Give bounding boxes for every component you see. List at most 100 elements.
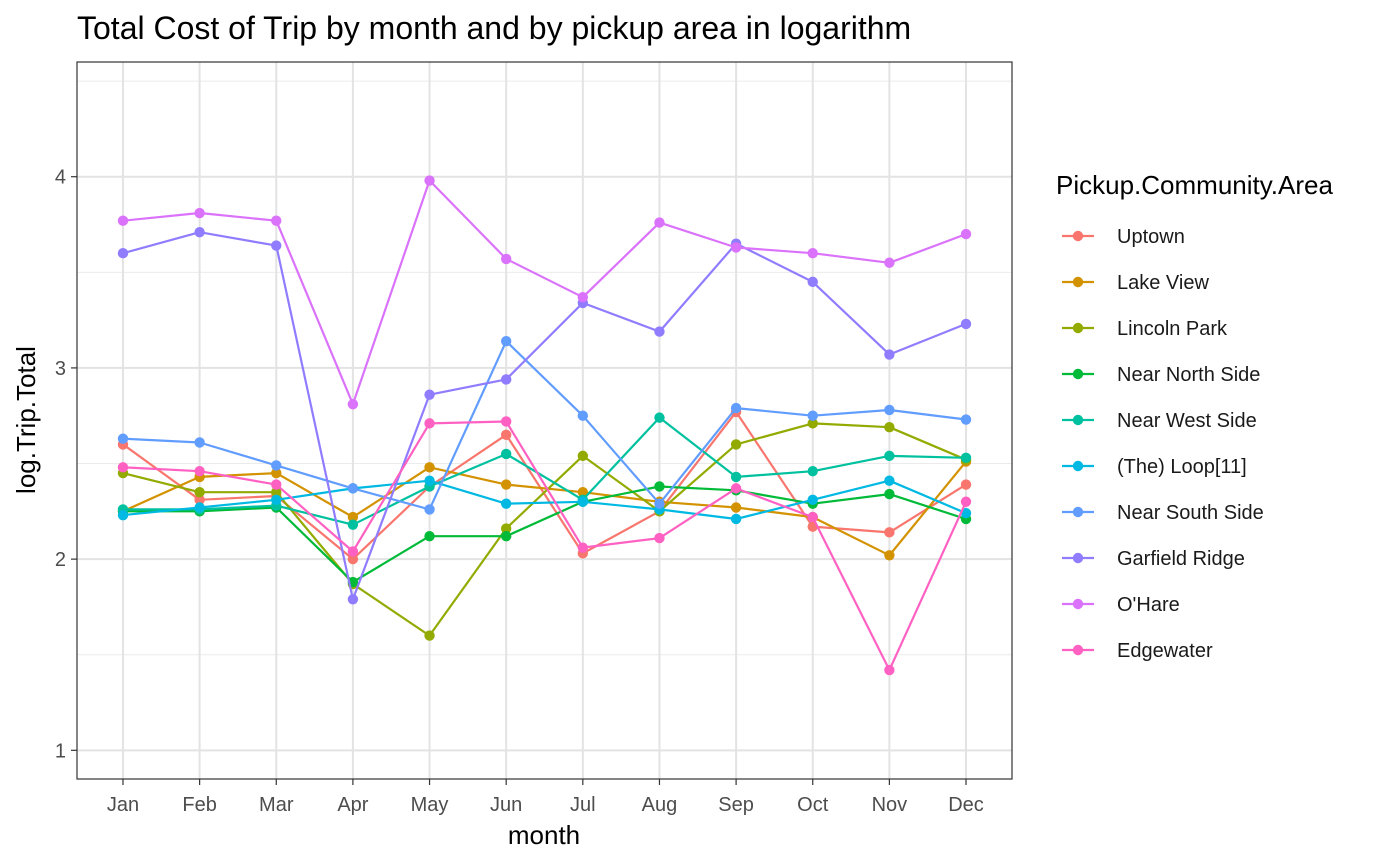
legend-label: Lincoln Park [1117, 318, 1228, 340]
data-point [654, 412, 665, 423]
series-line [122, 460, 967, 557]
series-edgewater [117, 416, 972, 676]
legend-item: Near South Side [1062, 502, 1264, 524]
legend-label: Edgewater [1117, 640, 1213, 662]
data-point [424, 389, 435, 400]
legend-key-point [1072, 644, 1084, 656]
legend-key-point [1072, 598, 1084, 610]
x-tick-label: Aug [642, 794, 678, 816]
x-tick-label: Feb [182, 794, 216, 816]
data-point [577, 450, 589, 462]
legend-item: Garfield Ridge [1062, 548, 1245, 570]
data-point [807, 248, 818, 259]
data-point [960, 496, 972, 507]
plot-border [76, 61, 1013, 780]
data-point [500, 523, 512, 534]
legend-item: Lincoln Park [1062, 318, 1228, 340]
series-line [122, 179, 967, 406]
x-tick-label: Dec [948, 794, 984, 816]
data-point [807, 276, 818, 288]
data-point [807, 494, 818, 506]
data-point [730, 513, 742, 525]
legend-label: Near North Side [1117, 364, 1260, 386]
legend-key-point [1072, 276, 1084, 288]
legend-item: (The) Loop[11] [1062, 456, 1247, 478]
data-point [194, 502, 205, 513]
data-point [271, 467, 282, 479]
data-point [807, 418, 818, 429]
data-point [577, 410, 589, 421]
data-point [271, 487, 282, 498]
data-point [807, 465, 818, 477]
data-point [884, 475, 895, 486]
data-point [654, 498, 665, 509]
legend-label: Lake View [1117, 272, 1209, 294]
data-point [577, 542, 589, 553]
data-point [424, 504, 435, 515]
data-point [271, 215, 282, 226]
data-point [347, 594, 359, 605]
legend-key-point [1072, 368, 1084, 380]
data-point [347, 553, 359, 565]
data-point [271, 494, 282, 506]
x-tick-label: Mar [259, 794, 294, 816]
x-tick-label: Jul [570, 794, 596, 816]
data-point [424, 530, 435, 542]
legend-key-point [1072, 506, 1084, 518]
data-point [424, 630, 435, 641]
data-point [194, 226, 205, 238]
data-point [347, 511, 359, 523]
x-tick-label: Jan [107, 794, 139, 816]
x-tick-label: Jun [490, 794, 522, 816]
data-point [500, 374, 512, 385]
plot-background [77, 62, 1012, 779]
data-point [577, 487, 589, 498]
series-line [122, 422, 967, 637]
data-point [117, 433, 129, 444]
data-point [884, 421, 895, 433]
data-point [117, 462, 129, 473]
series-line [122, 420, 968, 672]
x-tick-label: Sep [718, 794, 754, 816]
y-tick-label: 4 [55, 167, 66, 189]
data-point [194, 465, 205, 477]
legend-key-point [1072, 322, 1084, 334]
data-point [730, 439, 742, 450]
legend-item: Near North Side [1062, 364, 1260, 386]
y-tick-label: 3 [55, 358, 66, 380]
series-line [123, 416, 967, 526]
legend-item: Uptown [1062, 226, 1185, 248]
data-point [117, 215, 129, 226]
data-point [500, 253, 512, 265]
data-point [424, 175, 435, 186]
legend-item: Lake View [1062, 272, 1209, 294]
data-point [347, 399, 359, 410]
data-point [730, 483, 742, 494]
series-near-west-side [117, 412, 972, 530]
data-point [654, 532, 665, 544]
data-point [577, 291, 589, 303]
legend: Pickup.Community.Area Uptown Lake View Lin… [1056, 170, 1333, 662]
data-point [884, 450, 895, 462]
legend-key-point [1072, 414, 1084, 426]
data-point [654, 326, 665, 337]
chart-title: Total Cost of Trip by month and by picku… [77, 10, 911, 46]
series-layer [117, 175, 972, 676]
data-point [884, 527, 895, 538]
data-point [884, 404, 895, 416]
x-axis: Jan Feb Mar Apr May Jun Jul Aug Sep Oct Nov Dec [107, 779, 984, 816]
data-point [884, 349, 895, 360]
legend-key-point [1072, 230, 1084, 242]
legend-key-point [1072, 460, 1084, 472]
data-point [960, 452, 972, 463]
legend-title: Pickup.Community.Area [1056, 170, 1333, 200]
data-point [194, 437, 205, 448]
y-tick-label: 2 [55, 549, 66, 571]
data-point [347, 546, 359, 557]
data-point [730, 242, 742, 253]
data-point [271, 240, 282, 251]
data-point [884, 257, 895, 268]
series-o-hare [117, 175, 972, 410]
y-axis-title: log.Trip.Total [11, 346, 41, 494]
x-tick-label: Nov [872, 794, 908, 816]
